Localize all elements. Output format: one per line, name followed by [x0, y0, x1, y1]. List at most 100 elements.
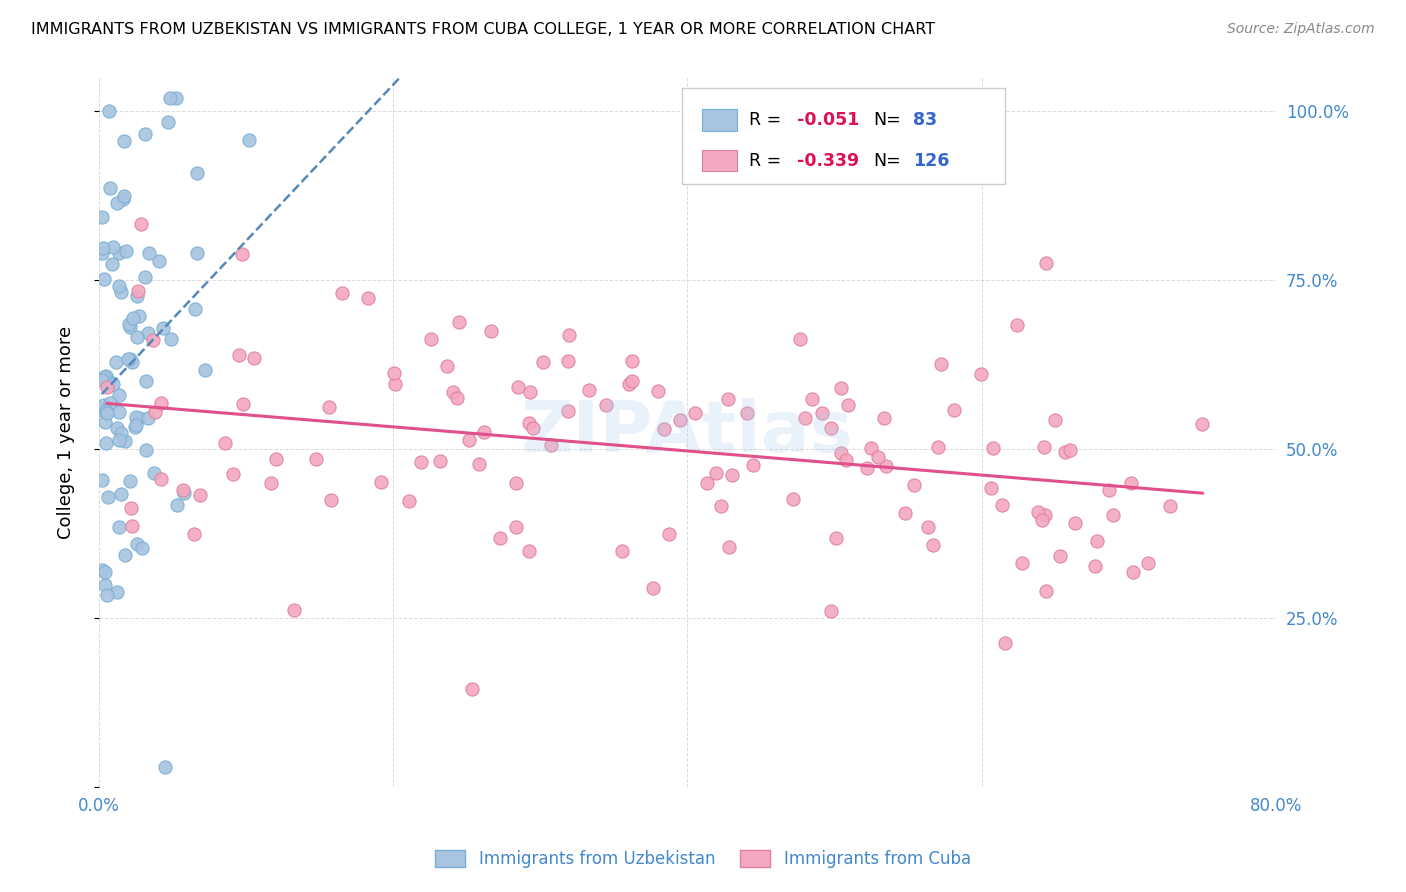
Point [1137, 556, 1160, 570]
Point [505, 476, 527, 491]
Point [173, 486, 195, 500]
Point [1191, 417, 1213, 431]
Point [135, 443, 157, 458]
Point [183, 526, 205, 541]
Point [160, 332, 183, 346]
Point [231, 247, 253, 261]
Point [172, 483, 194, 497]
Point [789, 332, 811, 346]
Point [903, 477, 925, 491]
Point [94, 436, 117, 450]
Text: N=: N= [873, 152, 901, 169]
Point [134, 270, 156, 285]
Point [517, 417, 540, 431]
Point [458, 433, 481, 447]
Point [447, 315, 470, 329]
Text: -0.339: -0.339 [797, 152, 859, 169]
Point [96, 379, 118, 393]
Point [411, 455, 433, 469]
Point [540, 438, 562, 452]
Point [472, 425, 495, 439]
Point [875, 459, 897, 474]
Point [1031, 513, 1053, 527]
Point [517, 544, 540, 558]
Point [721, 467, 744, 482]
Point [1119, 476, 1142, 491]
Point [1033, 508, 1056, 523]
Point [1043, 412, 1066, 426]
Y-axis label: College, 1 year or more: College, 1 year or more [58, 326, 75, 539]
Point [114, 434, 136, 449]
Point [505, 520, 527, 534]
Point [98, 104, 121, 119]
Point [384, 376, 406, 391]
Text: Source: ZipAtlas.com: Source: ZipAtlas.com [1227, 22, 1375, 37]
Point [578, 384, 600, 398]
Point [93, 416, 115, 430]
Point [441, 384, 464, 399]
Point [98, 180, 121, 194]
Point [1035, 584, 1057, 599]
Point [98, 396, 121, 410]
Point [90, 403, 112, 417]
Point [100, 376, 122, 390]
Point [118, 317, 141, 331]
Legend: Immigrants from Uzbekistan, Immigrants from Cuba: Immigrants from Uzbekistan, Immigrants f… [429, 843, 977, 875]
Point [717, 540, 740, 554]
Point [420, 332, 443, 346]
Text: -0.051: -0.051 [797, 111, 859, 129]
Point [156, 115, 179, 129]
Point [121, 519, 143, 533]
Point [108, 246, 131, 260]
Point [830, 381, 852, 395]
Point [1085, 533, 1108, 548]
Point [105, 584, 128, 599]
Point [110, 285, 132, 300]
Point [110, 487, 132, 501]
Point [143, 467, 166, 481]
Point [120, 501, 142, 516]
Point [152, 321, 174, 335]
Point [519, 385, 541, 400]
Point [370, 475, 392, 489]
Point [669, 413, 692, 427]
Point [105, 421, 128, 435]
Point [860, 441, 883, 455]
Point [115, 244, 138, 258]
Point [1098, 483, 1121, 498]
Point [398, 493, 420, 508]
Point [232, 397, 254, 411]
Point [138, 245, 160, 260]
Point [531, 355, 554, 369]
Point [222, 467, 245, 481]
Point [970, 367, 993, 381]
Point [917, 520, 939, 534]
Point [112, 134, 135, 148]
Point [90, 246, 112, 260]
Point [143, 405, 166, 419]
Point [641, 581, 664, 595]
Point [166, 499, 188, 513]
Point [101, 240, 124, 254]
Point [305, 452, 328, 467]
Point [1054, 445, 1077, 459]
Point [108, 278, 131, 293]
Point [522, 420, 544, 434]
Point [127, 537, 149, 551]
Point [105, 195, 128, 210]
Point [100, 257, 122, 271]
Point [557, 404, 579, 418]
Point [357, 291, 380, 305]
Point [658, 527, 681, 541]
Point [148, 254, 170, 268]
Point [128, 411, 150, 425]
Point [801, 392, 824, 407]
Point [243, 351, 266, 365]
Point [1032, 441, 1054, 455]
Text: ZIPAtlas: ZIPAtlas [522, 398, 853, 467]
Point [117, 352, 139, 367]
Point [595, 398, 617, 412]
Point [91, 241, 114, 255]
Point [647, 384, 669, 398]
Point [710, 499, 733, 513]
